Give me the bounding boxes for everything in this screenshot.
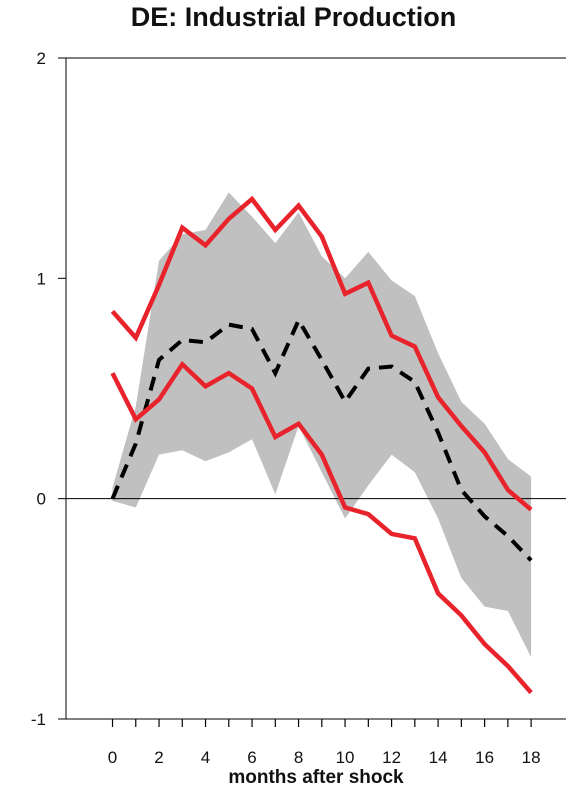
chart-title: DE: Industrial Production: [130, 2, 457, 32]
x-tick-label: 6: [247, 748, 256, 767]
x-tick-label: 4: [201, 748, 210, 767]
y-tick-label: 0: [37, 490, 46, 509]
series-line-2: [110, 195, 533, 512]
y-tick-label: 2: [37, 49, 46, 68]
x-tick-label: 16: [475, 748, 494, 767]
confidence-band: [112, 192, 532, 658]
confidence-band-layer: [112, 192, 532, 658]
y-tick-label: 1: [37, 269, 46, 288]
x-axis-label: months after shock: [228, 767, 404, 788]
x-tick-label: 12: [382, 748, 401, 767]
y-tick-label: -1: [31, 710, 46, 729]
series-layer: [110, 195, 533, 695]
x-tick-label: 8: [294, 748, 303, 767]
x-tick-label: 18: [522, 748, 541, 767]
series-line-3: [110, 360, 533, 695]
x-tick-label: 14: [429, 748, 448, 767]
x-tick-label: 10: [336, 748, 355, 767]
x-tick-label: 2: [154, 748, 163, 767]
x-tick-label: 0: [108, 748, 117, 767]
